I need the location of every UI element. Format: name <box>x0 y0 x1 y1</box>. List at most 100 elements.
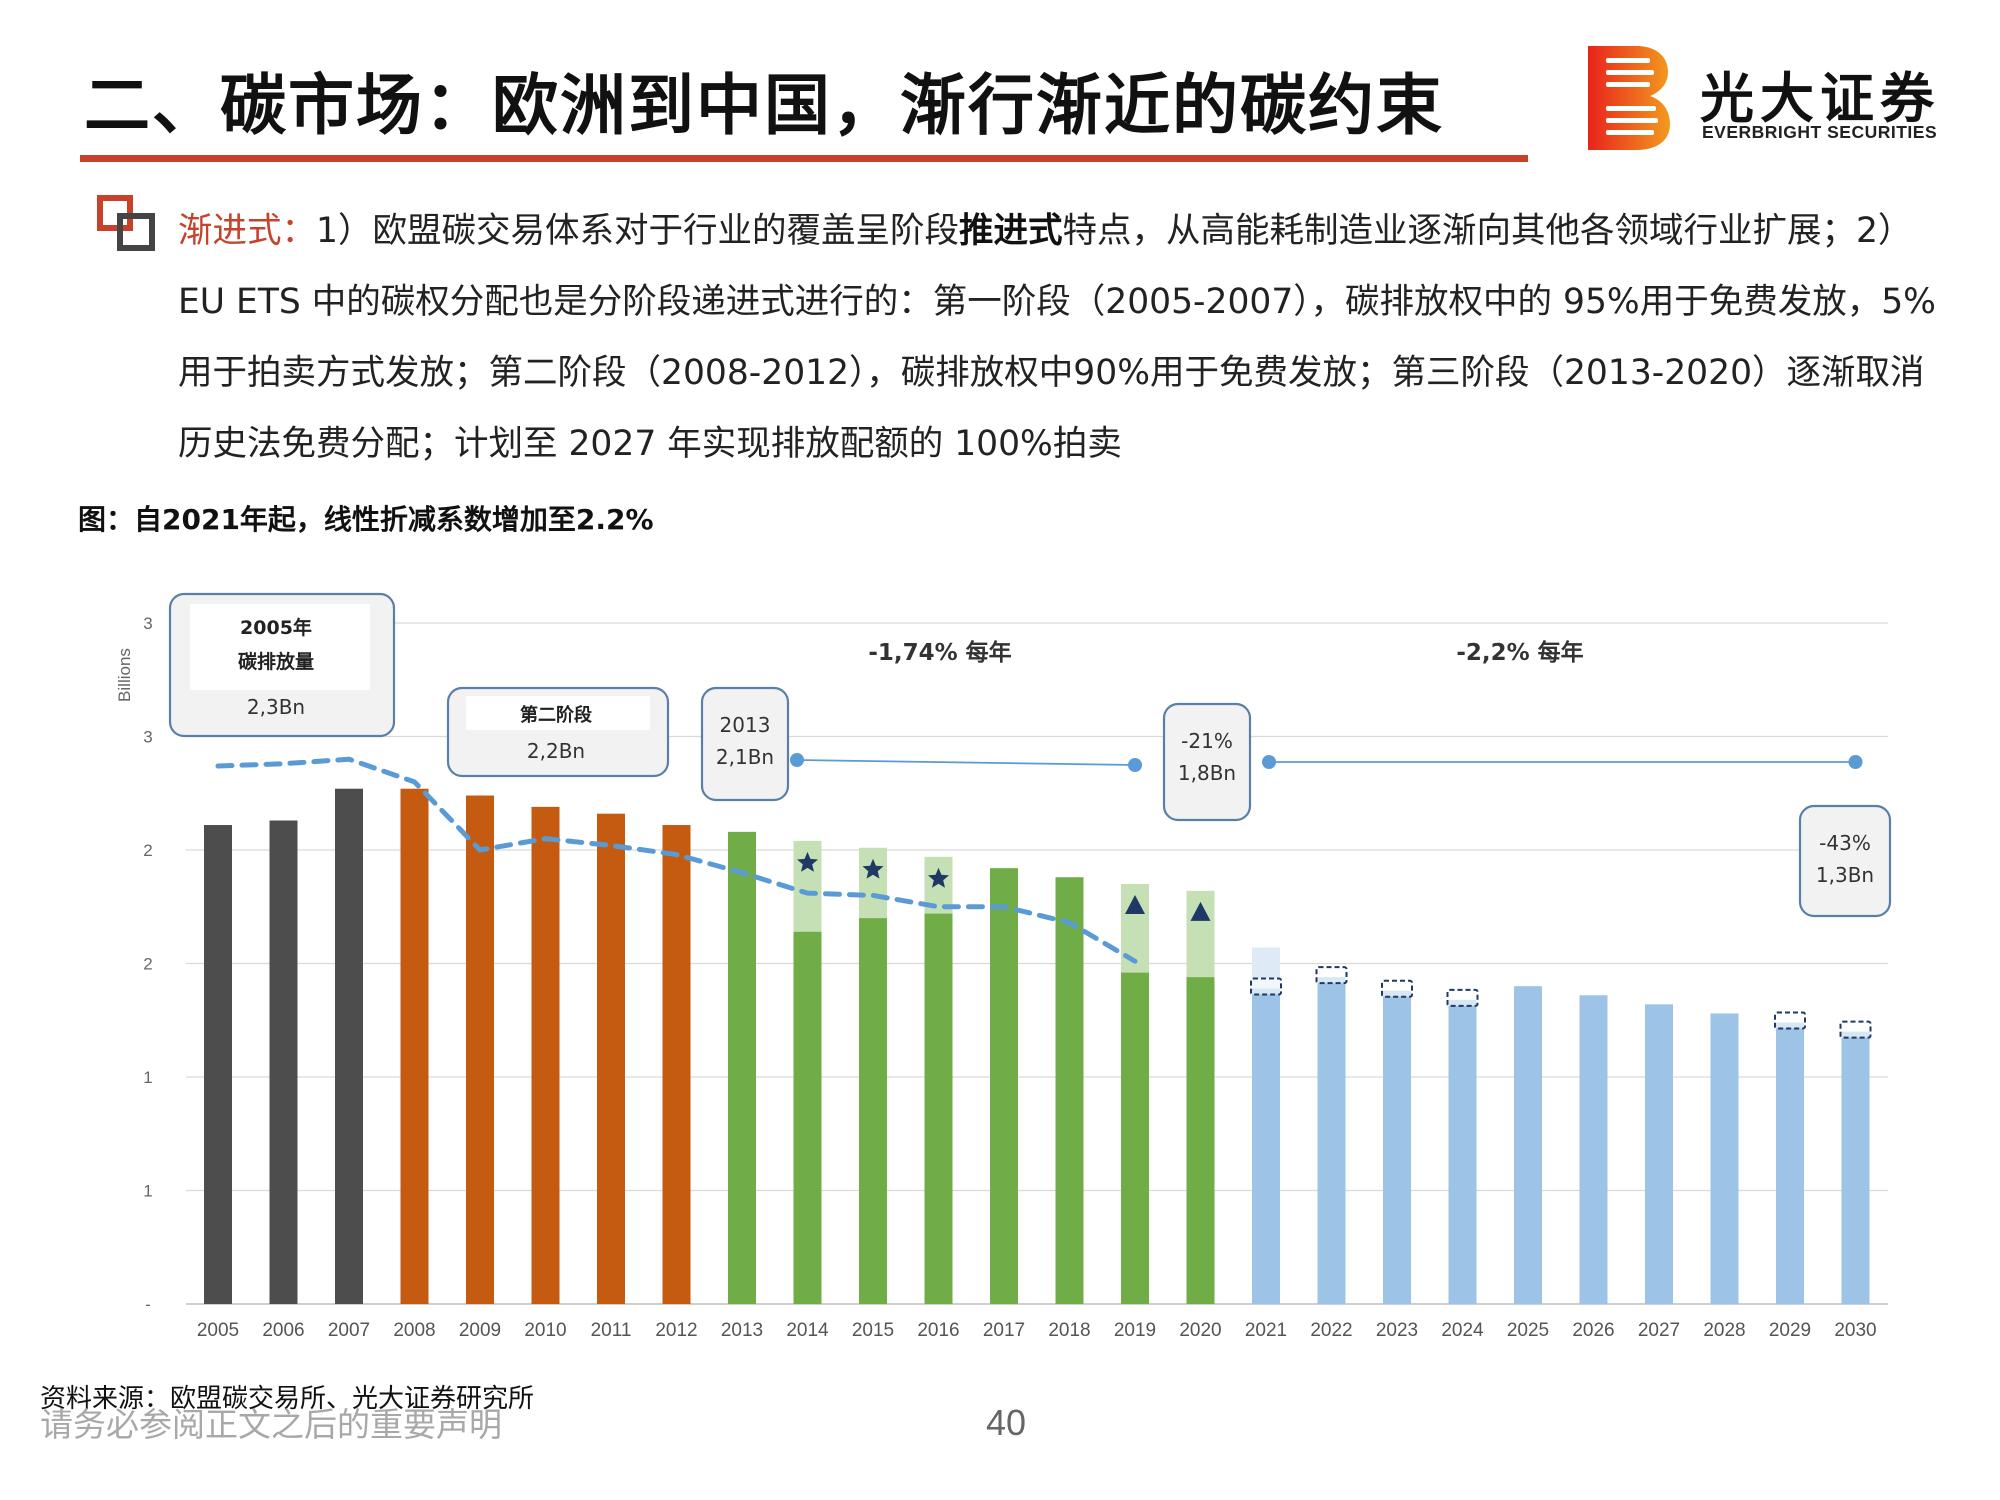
emissions-trend-line <box>215 756 1138 964</box>
callout-value: 2,1Bn <box>716 745 774 769</box>
reduction-line-dot <box>1262 755 1276 769</box>
x-tick-label: 2016 <box>917 1320 959 1341</box>
projection-marker <box>1446 988 1479 1007</box>
everbright-logo-icon <box>1588 46 1670 150</box>
bar-2026 <box>1579 995 1608 1304</box>
callout-text: 第二阶段 <box>520 704 593 726</box>
x-tick-label: 2009 <box>459 1320 501 1341</box>
reduction-line-dot <box>1128 758 1142 772</box>
bar-2013 <box>728 831 756 1304</box>
callout-text: -21% <box>1181 729 1233 753</box>
bar-2018 <box>1055 877 1084 1304</box>
bar-2027 <box>1645 1004 1673 1304</box>
page-number: 40 <box>986 1402 1027 1443</box>
x-tick-label: 2025 <box>1507 1320 1549 1341</box>
star-marker <box>797 851 818 872</box>
y-tick-label: 2 <box>143 955 152 974</box>
y-tick-label: 3 <box>143 614 152 633</box>
x-tick-label: 2008 <box>393 1320 435 1341</box>
callout-box <box>700 686 790 802</box>
bar-2022 <box>1317 977 1346 1304</box>
y-tick-label: 3 <box>143 728 152 747</box>
x-tick-label: 2007 <box>328 1320 370 1341</box>
x-tick-label: 2028 <box>1703 1320 1745 1341</box>
x-tick-label: 2019 <box>1114 1320 1156 1341</box>
brand-name: 光大证券 <box>1700 67 1940 130</box>
x-tick-label: 2024 <box>1441 1320 1484 1341</box>
callout-value: 1,3Bn <box>1816 863 1874 887</box>
paragraph-text-cont: 特点，从高能耗制造业逐渐向其他各领域行业扩展；2）EU ETS 中的碳权分配也是… <box>178 211 1936 464</box>
x-tick-label: 2015 <box>852 1320 894 1341</box>
x-tick-label: 2006 <box>262 1320 304 1341</box>
bar-2006 <box>269 820 298 1304</box>
bar-2030 <box>1841 1031 1870 1304</box>
callout-inner <box>466 696 650 730</box>
x-tick-label: 2018 <box>1048 1320 1090 1341</box>
bar-2017 <box>990 868 1018 1304</box>
x-tick-label: 2027 <box>1638 1320 1680 1341</box>
callout-value: 2,3Bn <box>247 695 305 719</box>
reduction-rate-label: -2,2% 每年 <box>1456 639 1583 666</box>
emissions-cap-chart: - 1 1 2 2 3 3 Billions 2005 2006 2007 2008 2009 2010 2… <box>115 592 1892 1341</box>
brand-name-en: EVERBRIGHT SECURITIES <box>1702 122 1938 142</box>
callout-text: 2005年 <box>240 616 312 639</box>
x-tick-label: 2017 <box>983 1320 1025 1341</box>
callout-text: 2013 <box>720 713 771 737</box>
projection-marker <box>1774 1011 1806 1030</box>
x-tick-label: 2021 <box>1245 1320 1287 1341</box>
y-axis-label: Billions <box>115 648 134 702</box>
bar-2010 <box>531 806 560 1304</box>
callout-text: 碳排放量 <box>238 650 314 673</box>
bar-2009 <box>466 795 494 1304</box>
projection-marker <box>1839 1020 1872 1039</box>
reduction-rate-label: -1,74% 每年 <box>868 639 1011 666</box>
projection-marker <box>1250 977 1282 996</box>
paragraph-text: 1）欧盟碳交易体系对于行业的覆盖呈阶段 <box>316 211 959 251</box>
title-underline <box>80 155 1528 162</box>
star-marker <box>928 867 949 888</box>
x-tick-label: 2020 <box>1179 1320 1221 1341</box>
reduction-line-dot <box>1848 755 1863 769</box>
bar-2011 <box>597 813 625 1304</box>
y-tick-label: 2 <box>143 841 152 860</box>
x-tick-label: 2011 <box>591 1320 632 1341</box>
callout-box <box>1798 804 1892 918</box>
cap-bar-segment <box>859 847 887 919</box>
page-title: 二、碳市场：欧洲到中国，渐行渐近的碳约束 <box>84 67 1444 144</box>
star-marker <box>862 858 884 879</box>
x-tick-label: 2030 <box>1834 1320 1876 1341</box>
bar-2024 <box>1448 999 1477 1304</box>
projection-marker <box>1381 979 1413 998</box>
bar-2012 <box>662 825 691 1304</box>
reduction-line <box>796 759 1136 766</box>
x-tick-label: 2010 <box>524 1320 566 1341</box>
callout-value: 2,2Bn <box>527 739 585 763</box>
bar-2014 <box>793 931 822 1304</box>
x-tick-label: 2023 <box>1376 1320 1418 1341</box>
triangle-marker <box>1125 895 1145 915</box>
callout-value: 1,8Bn <box>1178 761 1236 785</box>
triangle-marker <box>1190 901 1211 921</box>
bar-2025 <box>1514 986 1542 1304</box>
bar-2007 <box>335 788 363 1304</box>
bar-2029 <box>1776 1022 1804 1304</box>
bar-2020 <box>1186 977 1215 1304</box>
callout-box <box>1162 702 1252 822</box>
bar-2015 <box>859 918 887 1304</box>
bar-2008 <box>400 788 429 1304</box>
x-tick-label: 2022 <box>1310 1320 1352 1341</box>
x-tick-label: 2012 <box>655 1320 697 1341</box>
bullet-squares-icon <box>97 195 155 251</box>
x-tick-label: 2013 <box>721 1320 763 1341</box>
bar-2019 <box>1121 972 1149 1304</box>
body-paragraph: 渐进式：1）欧盟碳交易体系对于行业的覆盖呈阶段推进式特点，从高能耗制造业逐渐向其… <box>178 196 1938 480</box>
x-tick-label: 2029 <box>1769 1320 1811 1341</box>
x-tick-label: 2014 <box>786 1320 829 1341</box>
bar-2028 <box>1710 1013 1739 1304</box>
bar-2023 <box>1383 990 1411 1304</box>
bar-2016 <box>924 913 953 1304</box>
paragraph-lead: 渐进式： <box>178 211 316 251</box>
y-tick-label: - <box>145 1295 151 1314</box>
projection-marker <box>1315 966 1348 985</box>
x-tick-label: 2005 <box>197 1320 239 1341</box>
